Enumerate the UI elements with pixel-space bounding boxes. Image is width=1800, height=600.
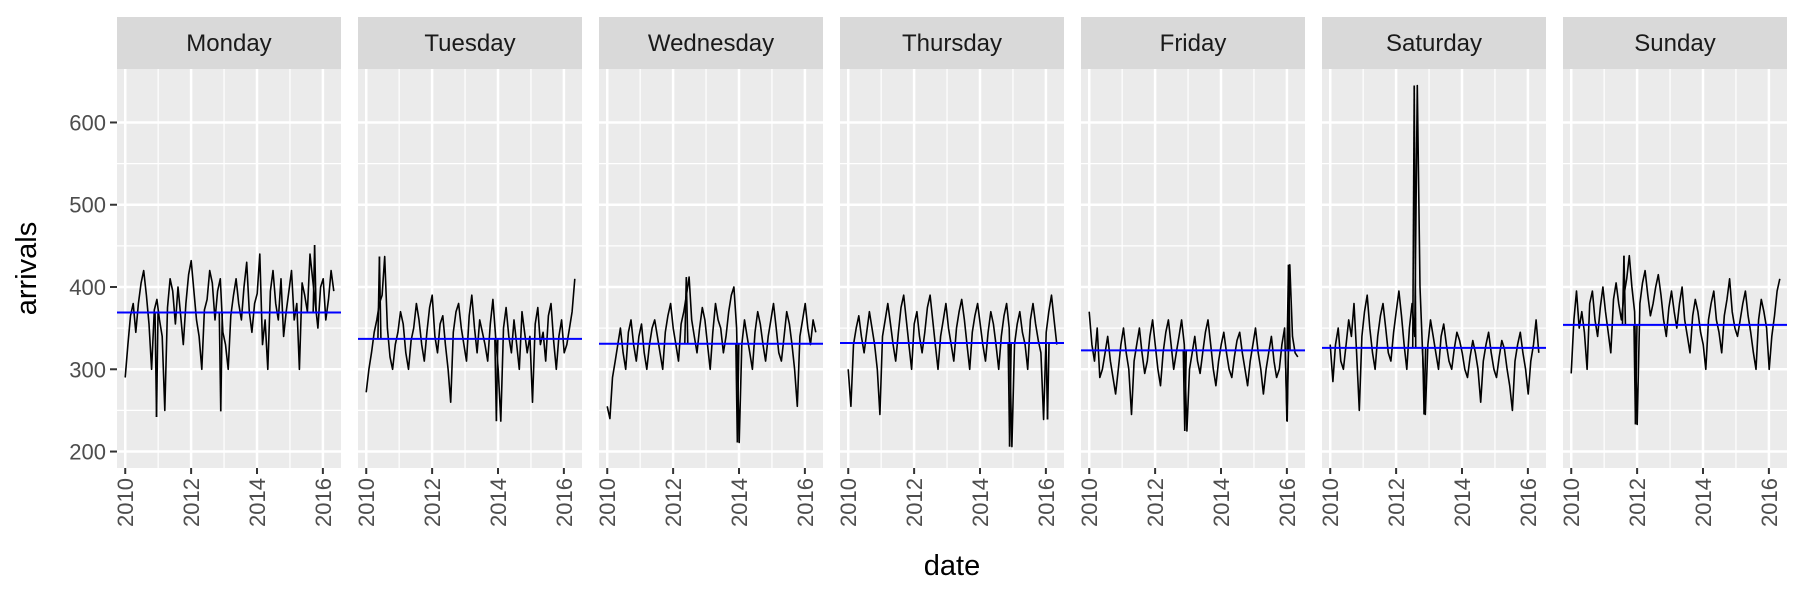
facet-strip	[1563, 17, 1787, 69]
series-spike	[1623, 255, 1627, 325]
series-spike	[685, 277, 689, 344]
facet-strip	[117, 17, 341, 69]
facet-strip-label: Thursday	[902, 30, 1002, 57]
series-spike	[736, 343, 740, 443]
y-tick-label: 200	[69, 440, 106, 465]
series-spike	[1287, 264, 1291, 351]
facet-wednesday: Wednesday 2010 2012 2014 2016	[595, 17, 823, 527]
x-tick-label: 2012	[1384, 478, 1409, 527]
series-spike	[495, 338, 499, 422]
series-line-sunday	[1570, 254, 1781, 426]
y-axis-title: arrivals	[11, 222, 43, 315]
facet-strip-label: Wednesday	[648, 30, 774, 57]
x-tick-label: 2016	[1275, 478, 1300, 527]
x-tick-label: 2016	[1516, 478, 1541, 527]
series-spike	[1634, 324, 1638, 425]
panel-background	[1563, 69, 1787, 468]
x-tick-label: 2014	[486, 478, 511, 527]
facet-strip	[1322, 17, 1546, 69]
x-tick-label: 2010	[1559, 478, 1584, 527]
facet-strip	[358, 17, 582, 69]
x-tick-label: 2014	[1209, 478, 1234, 527]
facet-strip-label: Sunday	[1634, 30, 1715, 57]
x-tick-label: 2012	[902, 478, 927, 527]
series-line-thursday	[847, 294, 1058, 448]
facet-monday: Monday 2010 2012 2014 2016	[113, 17, 341, 527]
x-tick-label: 2014	[245, 478, 270, 527]
x-tick-label: 2010	[354, 478, 379, 527]
series-spike	[219, 312, 224, 412]
facet-strip-label: Tuesday	[424, 30, 515, 57]
series-spike	[1183, 350, 1188, 431]
facet-friday: Friday 2010 2012 2014 2016	[1077, 17, 1305, 527]
x-tick-label: 2014	[968, 478, 993, 527]
y-tick-label: 400	[69, 275, 106, 300]
facet-strip	[1081, 17, 1305, 69]
x-tick-label: 2014	[727, 478, 752, 527]
panel-background	[840, 69, 1064, 468]
x-tick-label: 2016	[1034, 478, 1059, 527]
series-spike	[1423, 347, 1427, 415]
y-tick-label: 500	[69, 193, 106, 218]
x-tick-label: 2016	[1757, 478, 1782, 527]
x-tick-label: 2012	[1625, 478, 1650, 527]
facet-thursday: Thursday 2010 2012 2014 2016	[836, 17, 1064, 527]
facet-saturday: Saturday 2010 2012 2014 2016	[1318, 17, 1546, 527]
y-axis: 200 300 400 500 600	[69, 110, 117, 465]
facet-strip	[599, 17, 823, 69]
x-tick-label: 2016	[552, 478, 577, 527]
series-line-monday	[124, 253, 335, 412]
series-spike	[1286, 350, 1290, 422]
x-tick-label: 2010	[113, 478, 138, 527]
facet-strip	[840, 17, 1064, 69]
series-spike	[1413, 85, 1417, 348]
x-tick-label: 2016	[793, 478, 818, 527]
panel-background	[1081, 69, 1305, 468]
x-tick-label: 2010	[1077, 478, 1102, 527]
facet-strip-label: Monday	[186, 30, 271, 57]
x-tick-label: 2010	[1318, 478, 1343, 527]
x-tick-label: 2012	[179, 478, 204, 527]
panel-background	[358, 69, 582, 468]
series-line-wednesday	[606, 276, 817, 444]
y-tick-label: 300	[69, 357, 106, 382]
facet-strip-label: Saturday	[1386, 30, 1482, 57]
facet-panels: Monday 2010 2012 2014 2016 Tuesday 2010 2012 201…	[113, 17, 1787, 527]
facet-sunday: Sunday 2010 2012 2014 2016	[1559, 17, 1787, 527]
panel-background	[117, 69, 341, 468]
x-tick-label: 2010	[836, 478, 861, 527]
panel-background	[599, 69, 823, 468]
x-tick-label: 2016	[311, 478, 336, 527]
facet-strip-label: Friday	[1160, 30, 1227, 57]
series-spike	[1046, 342, 1050, 420]
x-tick-label: 2012	[1143, 478, 1168, 527]
x-tick-label: 2010	[595, 478, 620, 527]
x-tick-label: 2014	[1691, 478, 1716, 527]
x-axis-title: date	[924, 550, 980, 582]
x-tick-label: 2014	[1450, 478, 1475, 527]
series-line-friday	[1088, 263, 1299, 432]
facet-tuesday: Tuesday 2010 2012 2014 2016	[354, 17, 582, 527]
series-spike	[1008, 342, 1012, 447]
series-spike	[378, 256, 382, 339]
y-tick-label: 600	[69, 110, 106, 135]
x-tick-label: 2012	[420, 478, 445, 527]
series-spike	[155, 312, 159, 418]
x-tick-label: 2012	[661, 478, 686, 527]
series-spike	[313, 245, 317, 313]
